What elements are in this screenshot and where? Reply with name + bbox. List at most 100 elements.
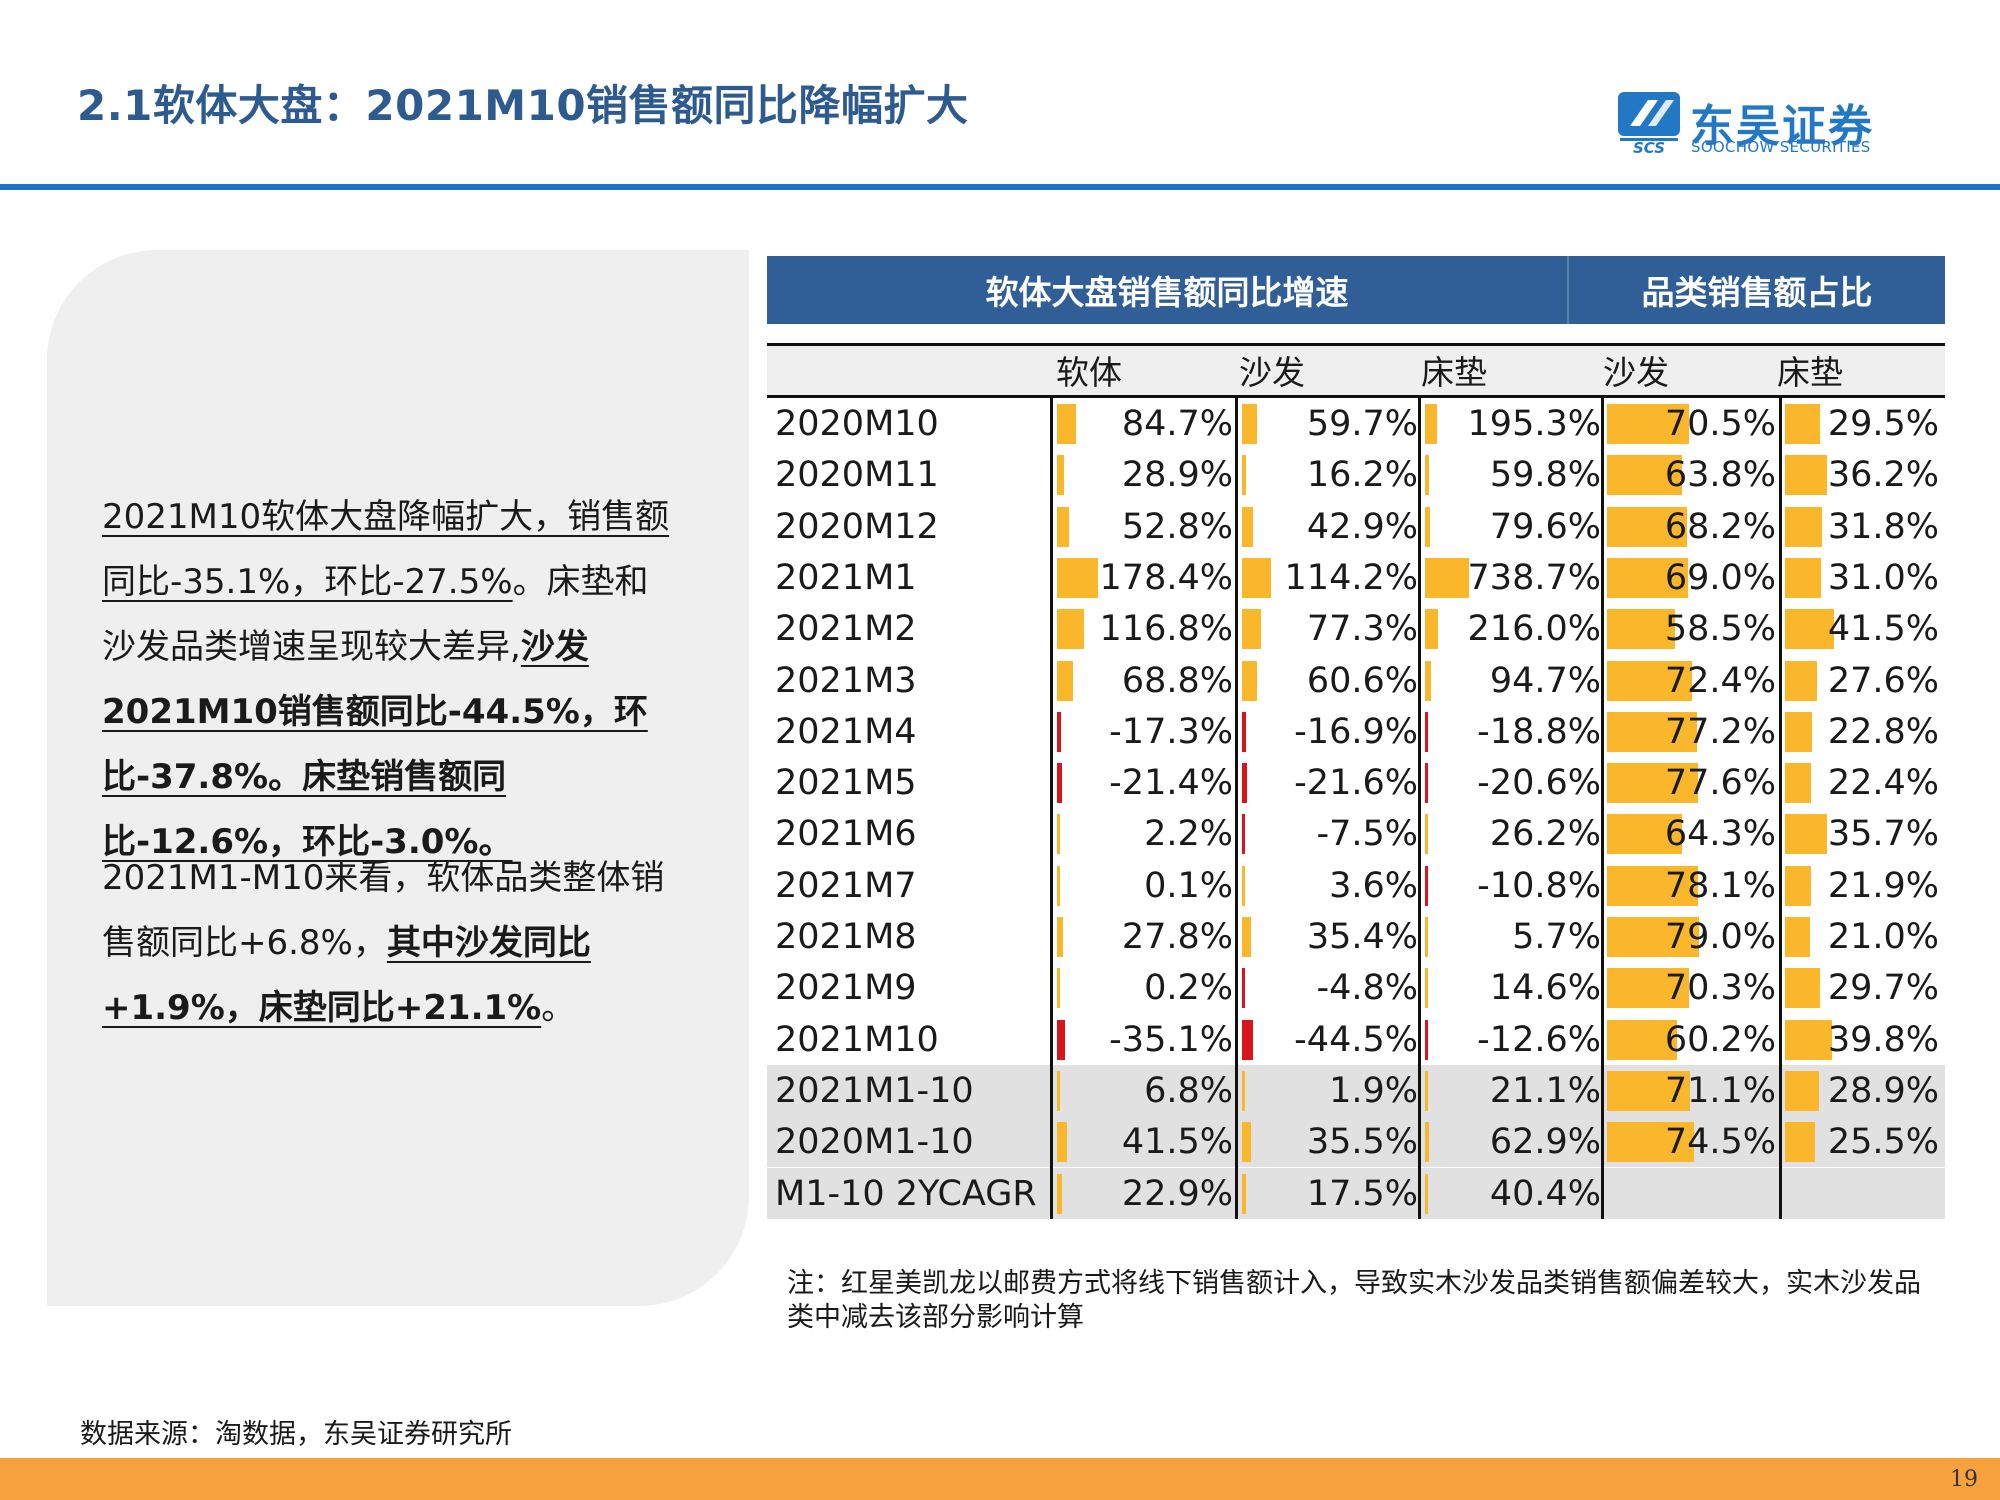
share-bar-mattress-share bbox=[1785, 455, 1828, 496]
table-row: 2021M8 27.8% 35.4% 5.7% 79.0% 21.0% bbox=[767, 911, 1945, 962]
share-value-mattress-share: 35.7% bbox=[1827, 814, 1939, 855]
growth-bar-mattress bbox=[1425, 814, 1428, 855]
share-value-sofa-share: 70.3% bbox=[1664, 968, 1776, 1009]
growth-bar-mattress bbox=[1425, 865, 1428, 906]
growth-cell-sofa: 35.4% bbox=[1242, 911, 1424, 962]
share-bar-sofa-share bbox=[1607, 1070, 1691, 1111]
table-header-divider bbox=[1567, 256, 1569, 324]
growth-value-mattress: 216.0% bbox=[1467, 609, 1601, 650]
share-value-mattress-share: 29.7% bbox=[1827, 968, 1939, 1009]
growth-value-mattress: 738.7% bbox=[1467, 557, 1601, 598]
growth-value-sofa: -7.5% bbox=[1316, 814, 1418, 855]
growth-cell-softbody: 178.4% bbox=[1057, 552, 1239, 603]
growth-value-mattress: -20.6% bbox=[1477, 763, 1601, 804]
growth-cell-softbody: 0.1% bbox=[1057, 860, 1239, 911]
table-header-growth: 软体大盘销售额同比增速 bbox=[985, 273, 1349, 312]
share-value-sofa-share: 77.6% bbox=[1664, 763, 1776, 804]
share-value-sofa-share: 60.2% bbox=[1664, 1019, 1776, 1060]
share-value-mattress-share: 41.5% bbox=[1827, 609, 1939, 650]
growth-bar-mattress bbox=[1425, 455, 1429, 496]
table-row: 2020M12 52.8% 42.9% 79.6% 68.2% 31.8% bbox=[767, 501, 1945, 552]
growth-bar-mattress bbox=[1425, 609, 1438, 650]
growth-value-mattress: 40.4% bbox=[1489, 1173, 1601, 1214]
growth-cell-softbody: 41.5% bbox=[1057, 1116, 1239, 1167]
growth-bar-mattress bbox=[1425, 917, 1428, 957]
growth-cell-sofa: -44.5% bbox=[1242, 1014, 1424, 1065]
growth-cell-mattress: 26.2% bbox=[1425, 808, 1607, 859]
growth-value-mattress: -18.8% bbox=[1477, 711, 1601, 752]
share-cell-sofa-share: 58.5% bbox=[1607, 603, 1782, 654]
subheader-sofa-growth: 沙发 bbox=[1239, 353, 1305, 392]
commentary-panel: 2021M10软体大盘降幅扩大，销售额同比-35.1%，环比-27.5%。床垫和… bbox=[47, 250, 749, 1306]
table-row: 2021M1-10 6.8% 1.9% 21.1% 71.1% 28.9% bbox=[767, 1064, 1945, 1117]
commentary-paragraph-1: 2021M10软体大盘降幅扩大，销售额同比-35.1%，环比-27.5%。床垫和… bbox=[102, 485, 672, 875]
share-cell-mattress-share: 41.5% bbox=[1785, 603, 1945, 654]
commentary-paragraph-2: 2021M1-M10来看，软体品类整体销售额同比+6.8%，其中沙发同比+1.9… bbox=[102, 846, 672, 1041]
commentary-text: 。床垫和沙发品类增速呈现较大差异, bbox=[102, 562, 649, 667]
table-row: 2021M3 68.8% 60.6% 94.7% 72.4% 27.6% bbox=[767, 655, 1945, 706]
share-bar-sofa-share bbox=[1607, 865, 1699, 906]
share-cell-sofa-share: 63.8% bbox=[1607, 449, 1782, 500]
growth-bar-sofa bbox=[1242, 968, 1245, 1009]
share-bar-mattress-share bbox=[1785, 968, 1820, 1009]
row-label: 2021M9 bbox=[775, 968, 917, 1009]
growth-bar-sofa bbox=[1242, 1019, 1254, 1060]
growth-bar-mattress bbox=[1425, 968, 1428, 1009]
share-bar-mattress-share bbox=[1785, 763, 1812, 804]
share-value-sofa-share: 68.2% bbox=[1664, 506, 1776, 547]
subheader-mattress-share: 床垫 bbox=[1777, 353, 1843, 392]
growth-bar-mattress bbox=[1425, 404, 1437, 444]
growth-bar-softbody bbox=[1057, 763, 1062, 804]
column-separator bbox=[1050, 398, 1053, 1219]
commentary-text: 。 bbox=[541, 988, 576, 1028]
growth-value-sofa: -4.8% bbox=[1316, 968, 1418, 1009]
column-separator bbox=[1418, 398, 1421, 1219]
share-cell-sofa-share: 74.5% bbox=[1607, 1116, 1782, 1167]
share-cell-mattress-share: 29.5% bbox=[1785, 398, 1945, 449]
table-row: 2021M6 2.2% -7.5% 26.2% 64.3% 35.7% bbox=[767, 808, 1945, 859]
growth-bar-sofa bbox=[1242, 917, 1251, 957]
row-label: 2021M3 bbox=[775, 660, 917, 701]
table-row: 2020M1-10 41.5% 35.5% 62.9% 74.5% 25.5% bbox=[767, 1116, 1945, 1168]
growth-cell-softbody: 28.9% bbox=[1057, 449, 1239, 500]
growth-cell-sofa: 35.5% bbox=[1242, 1116, 1424, 1167]
growth-bar-softbody bbox=[1057, 404, 1077, 444]
share-bar-sofa-share bbox=[1607, 455, 1682, 496]
share-cell-mattress-share: 27.6% bbox=[1785, 655, 1945, 706]
share-bar-sofa-share bbox=[1607, 968, 1690, 1009]
growth-cell-mattress: -12.6% bbox=[1425, 1014, 1607, 1065]
share-cell-sofa-share: 70.5% bbox=[1607, 398, 1782, 449]
share-bar-mattress-share bbox=[1785, 404, 1820, 444]
share-value-sofa-share: 71.1% bbox=[1664, 1070, 1776, 1111]
growth-bar-mattress bbox=[1425, 711, 1428, 752]
growth-cell-mattress: 40.4% bbox=[1425, 1168, 1607, 1219]
growth-value-mattress: 26.2% bbox=[1489, 814, 1601, 855]
commentary-highlight: 沙发2021M10销售额同比-44.5%，环比-37.8%。床垫销售额同比-12… bbox=[102, 627, 648, 862]
growth-cell-mattress: 59.8% bbox=[1425, 449, 1607, 500]
share-value-sofa-share: 64.3% bbox=[1664, 814, 1776, 855]
growth-value-softbody: 0.1% bbox=[1144, 865, 1233, 906]
growth-value-softbody: 2.2% bbox=[1144, 814, 1233, 855]
share-bar-sofa-share bbox=[1607, 1122, 1695, 1163]
growth-bar-mattress bbox=[1425, 1019, 1428, 1060]
share-cell-mattress-share: 31.0% bbox=[1785, 552, 1945, 603]
table-row: 2021M4 -17.3% -16.9% -18.8% 77.2% 22.8% bbox=[767, 706, 1945, 757]
share-cell-sofa-share: 72.4% bbox=[1607, 655, 1782, 706]
column-separator bbox=[1601, 398, 1604, 1219]
share-value-mattress-share: 31.8% bbox=[1827, 506, 1939, 547]
growth-cell-softbody: -17.3% bbox=[1057, 706, 1239, 757]
growth-cell-softbody: 22.9% bbox=[1057, 1168, 1239, 1219]
share-cell-mattress-share: 31.8% bbox=[1785, 501, 1945, 552]
row-label: 2020M11 bbox=[775, 455, 939, 496]
row-label: 2021M2 bbox=[775, 609, 917, 650]
growth-cell-sofa: -16.9% bbox=[1242, 706, 1424, 757]
share-value-sofa-share: 69.0% bbox=[1664, 557, 1776, 598]
growth-value-mattress: 14.6% bbox=[1489, 968, 1601, 1009]
share-value-sofa-share: 70.5% bbox=[1664, 404, 1776, 444]
growth-cell-mattress: 216.0% bbox=[1425, 603, 1607, 654]
share-bar-sofa-share bbox=[1607, 609, 1676, 650]
growth-cell-mattress: 738.7% bbox=[1425, 552, 1607, 603]
row-label: 2020M10 bbox=[775, 404, 939, 444]
row-label: 2021M4 bbox=[775, 711, 917, 752]
growth-cell-softbody: -35.1% bbox=[1057, 1014, 1239, 1065]
